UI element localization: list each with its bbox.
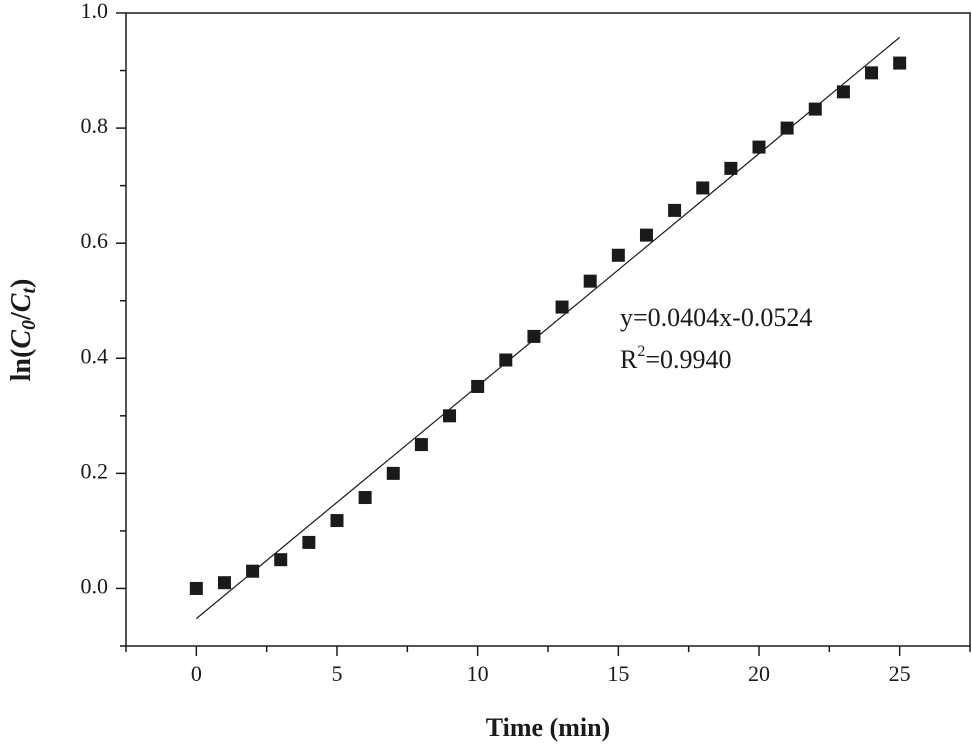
- y-label-part: C: [6, 330, 37, 349]
- data-point: [527, 329, 541, 343]
- data-point: [386, 466, 400, 480]
- data-point: [639, 228, 653, 242]
- data-point: [330, 514, 344, 528]
- x-axis-label: Time (min): [486, 713, 610, 742]
- r2-superscript: 2: [637, 343, 645, 360]
- y-tick-label: 0.2: [81, 458, 109, 483]
- y-label-part: ln(: [6, 349, 37, 382]
- data-point: [724, 161, 738, 175]
- y-label-part: C: [6, 293, 37, 312]
- y-tick-label: 0.6: [81, 228, 109, 253]
- data-point: [217, 576, 231, 590]
- y-tick-label: 0.0: [81, 574, 109, 599]
- plot-frame: [125, 12, 971, 647]
- data-point: [555, 300, 569, 314]
- data-point: [836, 85, 850, 99]
- r-squared: R2=0.9940: [620, 343, 732, 374]
- data-point: [780, 121, 794, 135]
- fit-equation: y=0.0404x-0.0524: [620, 303, 812, 332]
- y-label-part: /: [6, 311, 37, 321]
- data-point: [302, 535, 316, 549]
- data-point: [752, 140, 766, 154]
- y-tick-label: 0.8: [81, 113, 109, 138]
- x-tick-label: 15: [607, 661, 629, 686]
- data-point: [865, 66, 879, 80]
- y-axis-label: ln(C0/Ct): [6, 279, 39, 382]
- data-point: [414, 438, 428, 452]
- r2-symbol: R: [620, 345, 638, 374]
- data-point: [808, 102, 822, 116]
- data-point: [443, 409, 457, 423]
- x-tick-label: 20: [748, 661, 770, 686]
- y-label-part: ): [6, 279, 37, 288]
- r2-value: =0.9940: [645, 345, 731, 374]
- data-point: [611, 248, 625, 262]
- x-tick-label: 25: [889, 661, 911, 686]
- y-label-sub: 0: [18, 320, 40, 330]
- fit-line: [195, 36, 901, 620]
- data-point: [893, 56, 907, 70]
- x-tick-label: 10: [467, 661, 489, 686]
- data-point: [668, 203, 682, 217]
- data-point: [583, 274, 597, 288]
- y-tick-label: 0.4: [81, 343, 109, 368]
- data-point: [499, 353, 513, 367]
- x-tick-label: 5: [332, 661, 343, 686]
- y-label-sub: t: [18, 287, 40, 294]
- data-point: [274, 553, 288, 567]
- y-tick-label: 1.0: [81, 0, 109, 23]
- data-point: [696, 181, 710, 195]
- data-point: [358, 491, 372, 505]
- x-tick-label: 0: [191, 661, 202, 686]
- data-point: [189, 581, 203, 595]
